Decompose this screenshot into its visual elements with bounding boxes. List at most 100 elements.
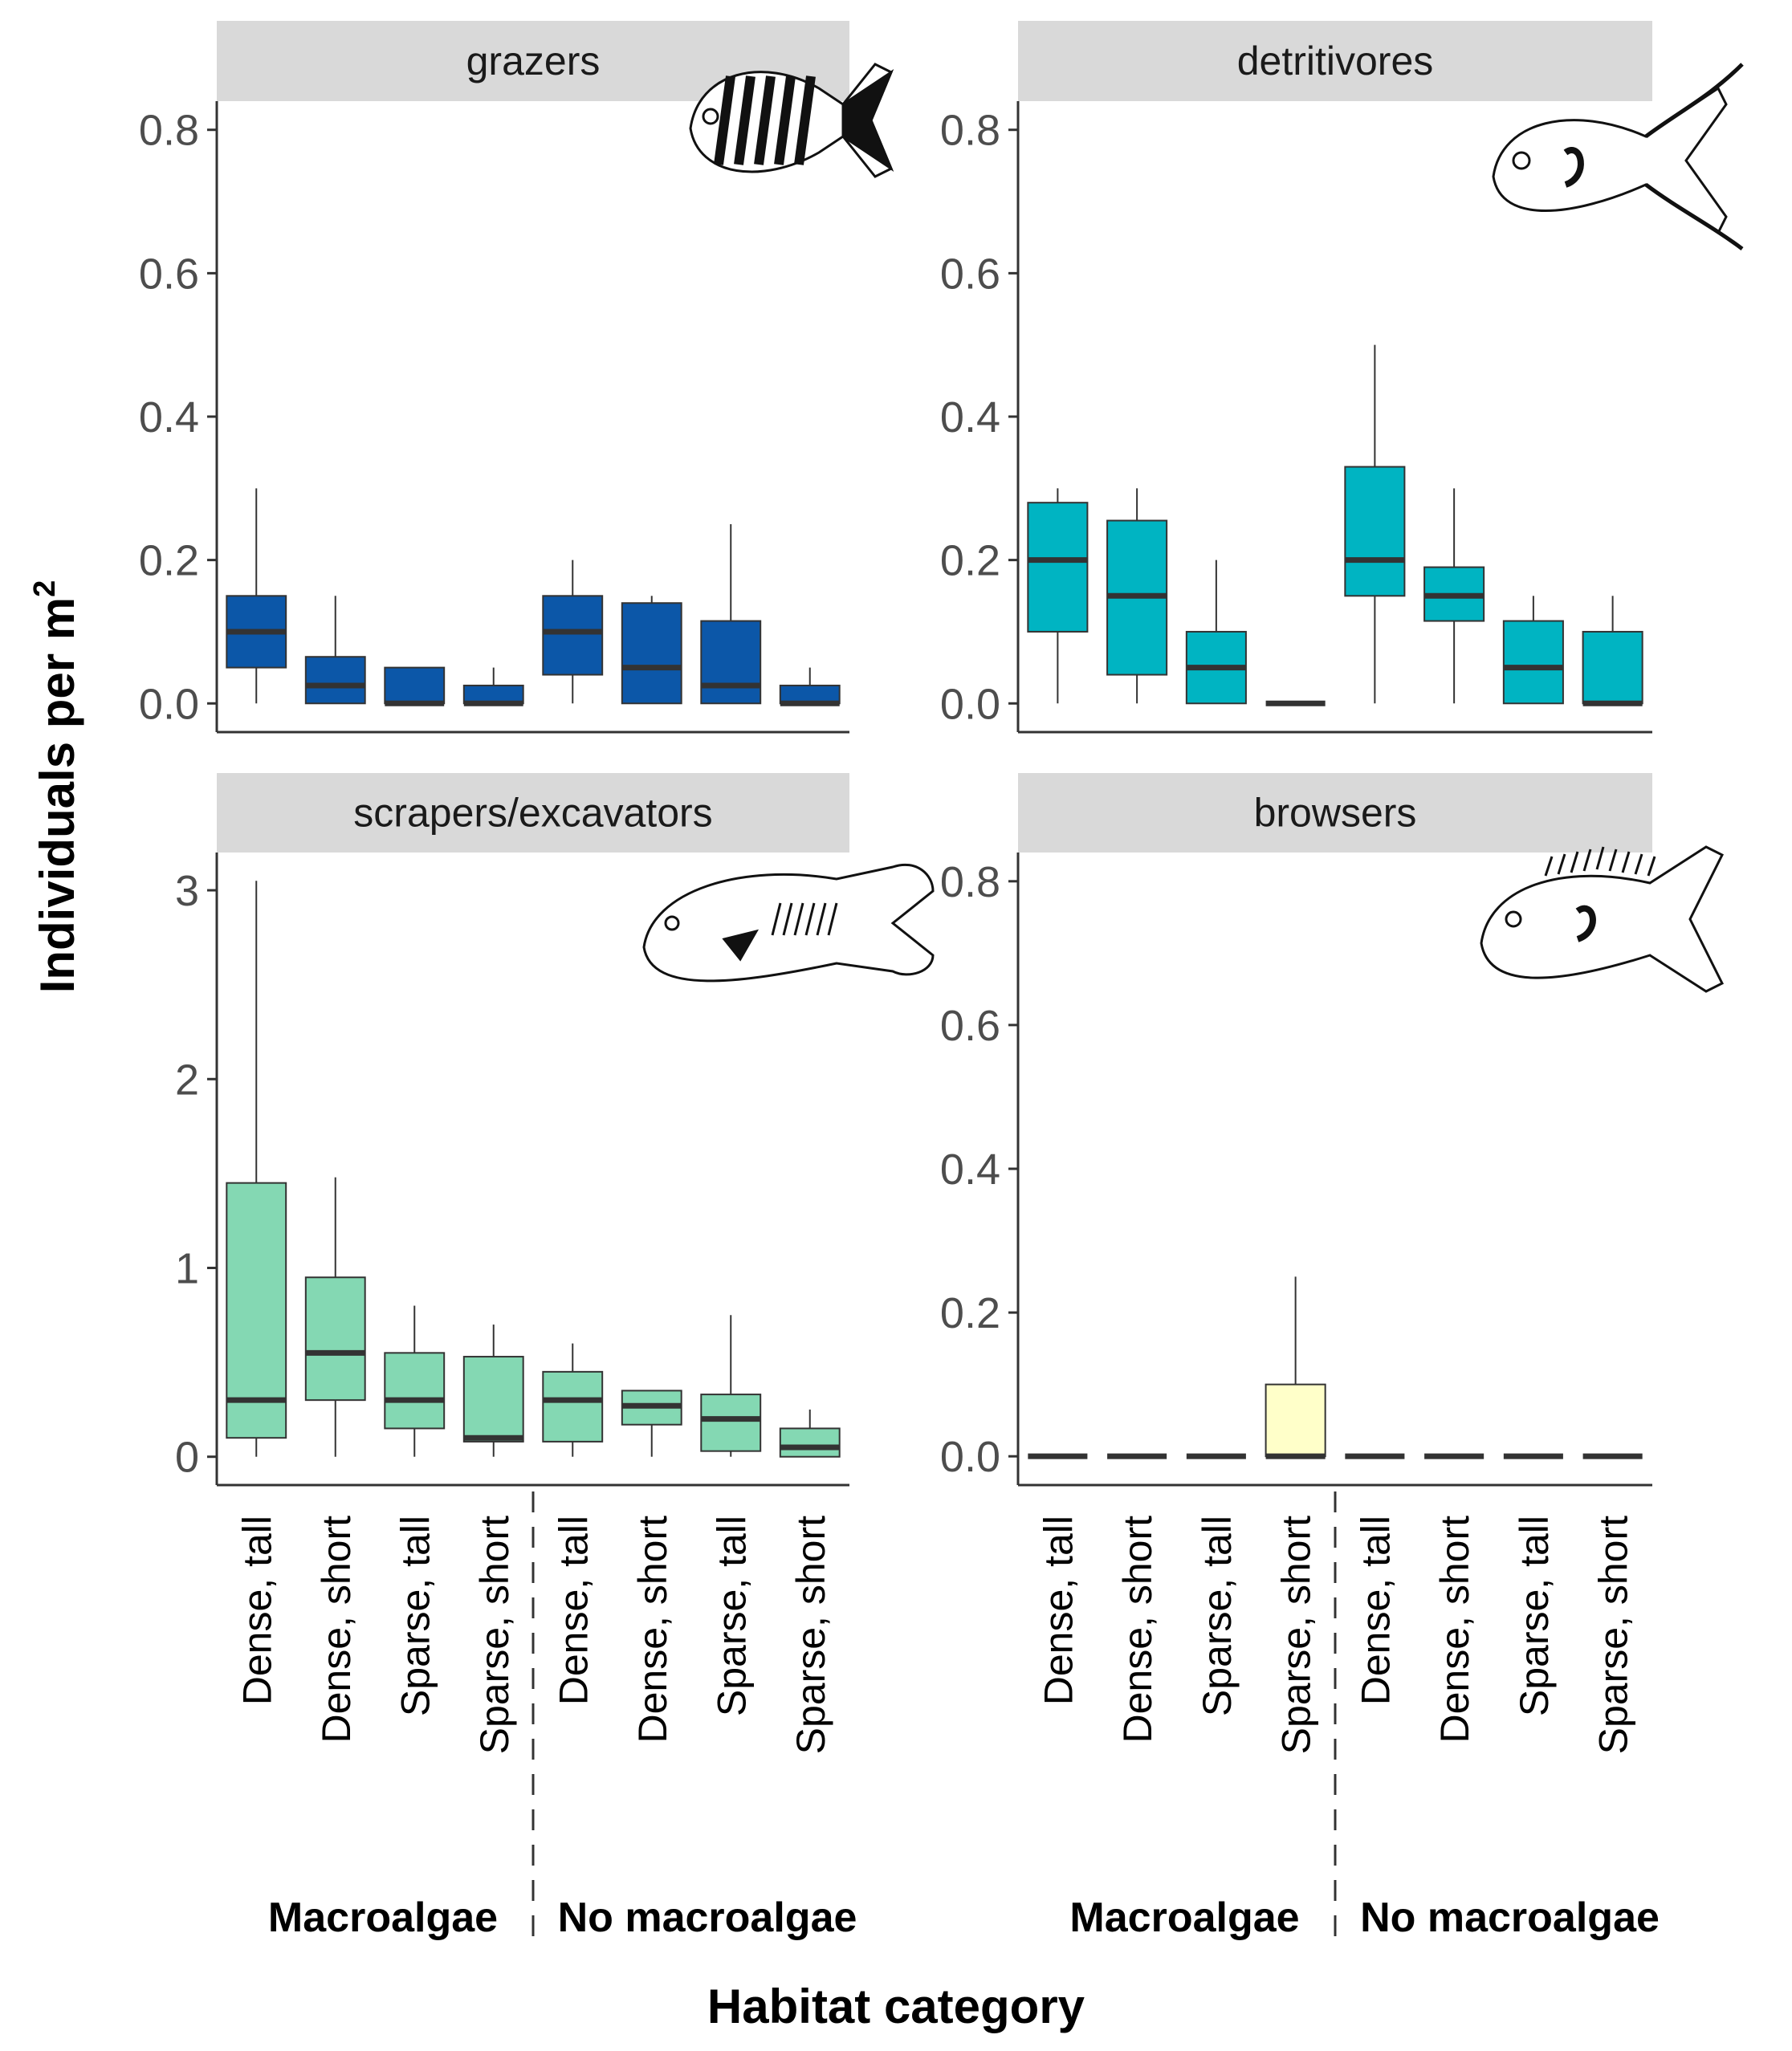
x-tick-label: Dense, tall	[551, 1516, 596, 1705]
box-iqr	[542, 595, 604, 676]
y-tick-label: 0.2	[940, 1289, 1000, 1337]
y-tick-label: 0.8	[139, 107, 199, 155]
x-tick-label: Sparse, short	[1591, 1516, 1636, 1754]
box-5	[1423, 488, 1485, 704]
box-6	[700, 1315, 762, 1457]
y-tick-label: 0.0	[940, 680, 1000, 728]
tang-icon	[1492, 63, 1744, 251]
x-tick-label: Sparse, tall	[709, 1516, 754, 1716]
box-0	[226, 881, 287, 1457]
facet-strip-label: grazers	[466, 39, 601, 83]
y-tick-label: 0.4	[940, 1146, 1000, 1194]
y-tick-label: 1	[175, 1244, 199, 1292]
group-label: No macroalgae	[558, 1894, 857, 1941]
box-0	[1027, 488, 1089, 704]
y-tick-label: 0.8	[940, 858, 1000, 906]
x-axis-title: Habitat category	[707, 1980, 1085, 2033]
panel-grazers: grazers 0.0 0.2 0.4 0.6 0.8	[139, 21, 894, 734]
y-axis-title-main: Individuals per m	[31, 597, 84, 993]
box-3	[462, 667, 524, 706]
x-tick-label: Sparse, short	[788, 1516, 833, 1754]
x-tick-label: Sparse, short	[1274, 1516, 1319, 1754]
y-tick-label: 0.2	[940, 537, 1000, 585]
box-iqr	[462, 1356, 524, 1443]
facet-strip-label: detritivores	[1237, 39, 1434, 83]
surgeonfish-icon	[689, 63, 894, 178]
facet-strip	[1018, 773, 1652, 853]
box-1	[304, 596, 366, 705]
panels: grazers 0.0 0.2 0.4 0.6 0.8 detritivores 0.0 0.2…	[139, 21, 1744, 1943]
y-tick-label: 0.6	[940, 1002, 1000, 1050]
box-6	[1502, 596, 1564, 705]
box-4	[542, 560, 604, 704]
box-0	[226, 488, 287, 704]
box-4	[542, 1343, 604, 1457]
x-tick-label: Dense, tall	[234, 1516, 279, 1705]
box-iqr	[779, 1427, 841, 1458]
parrotfish-icon	[642, 863, 935, 983]
panel-browsers: browsers 0.0 0.2 0.4 0.6 0.8 Dense, tall Dense,…	[940, 773, 1725, 1943]
box-2	[1185, 560, 1247, 705]
box-iqr	[700, 620, 762, 705]
box-1	[304, 1177, 366, 1457]
box-iqr	[1265, 1383, 1326, 1458]
y-tick-label: 0.0	[940, 1433, 1000, 1481]
y-tick-label: 2	[175, 1056, 199, 1104]
x-tick-label: Dense, short	[1432, 1516, 1477, 1744]
y-tick-label: 0.4	[139, 393, 199, 442]
box-3	[1265, 1276, 1326, 1459]
box-iqr	[542, 1370, 604, 1443]
x-tick-label: Dense, short	[1115, 1516, 1160, 1744]
box-4	[1344, 344, 1406, 704]
y-axis-title: Individuals per m2	[28, 580, 84, 994]
group-label: Macroalgae	[268, 1894, 498, 1941]
facet-strip-label: browsers	[1254, 791, 1417, 836]
x-tick-label: Sparse, tall	[1195, 1516, 1240, 1716]
box-iqr	[226, 1182, 287, 1439]
facet-strip	[1018, 21, 1652, 101]
panel-scrapers-excavators: scrapers/excavators 0 1 2 3 Dense, tall Dense,…	[175, 773, 935, 1943]
y-tick-label: 0	[175, 1434, 199, 1482]
box-2	[384, 666, 446, 706]
box-1	[1106, 488, 1168, 704]
x-tick-label: Sparse, short	[472, 1516, 517, 1754]
y-tick-label: 0.8	[940, 107, 1000, 155]
group-label: Macroalgae	[1069, 1894, 1299, 1941]
box-iqr	[304, 1276, 366, 1402]
x-tick-label: Dense, tall	[1036, 1516, 1081, 1705]
box-3	[462, 1325, 524, 1457]
x-tick-label: Sparse, tall	[1512, 1516, 1557, 1716]
box-5	[621, 1390, 682, 1457]
box-iqr	[1027, 502, 1089, 633]
facet-strip	[217, 773, 849, 853]
box-iqr	[621, 602, 682, 705]
box-iqr	[384, 1352, 446, 1430]
y-tick-label: 0.2	[139, 537, 199, 585]
box-6	[700, 523, 762, 705]
box-iqr	[1502, 620, 1564, 705]
group-label: No macroalgae	[1360, 1894, 1660, 1941]
box-iqr	[700, 1394, 762, 1452]
facet-strip-label: scrapers/excavators	[353, 791, 712, 836]
box-5	[621, 596, 682, 705]
box-7	[779, 667, 841, 706]
box-iqr	[384, 666, 446, 705]
y-tick-label: 0.6	[940, 250, 1000, 298]
x-tick-label: Sparse, tall	[393, 1516, 438, 1716]
panel-detritivores: detritivores 0.0 0.2 0.4 0.6 0.8	[940, 21, 1744, 734]
box-2	[384, 1305, 446, 1457]
y-tick-label: 0.0	[139, 680, 199, 728]
box-7	[1582, 596, 1643, 706]
y-tick-label: 0.4	[940, 393, 1000, 442]
x-tick-label: Dense, tall	[1353, 1516, 1398, 1705]
x-tick-label: Dense, short	[314, 1516, 359, 1744]
box-iqr	[1344, 466, 1406, 597]
box-7	[779, 1409, 841, 1458]
y-axis-title-superscript: 2	[28, 580, 62, 597]
y-tick-label: 3	[175, 867, 199, 915]
box-iqr	[1582, 630, 1643, 705]
y-tick-label: 0.6	[139, 250, 199, 298]
box-iqr	[304, 656, 366, 705]
rabbitfish-icon	[1480, 845, 1725, 993]
